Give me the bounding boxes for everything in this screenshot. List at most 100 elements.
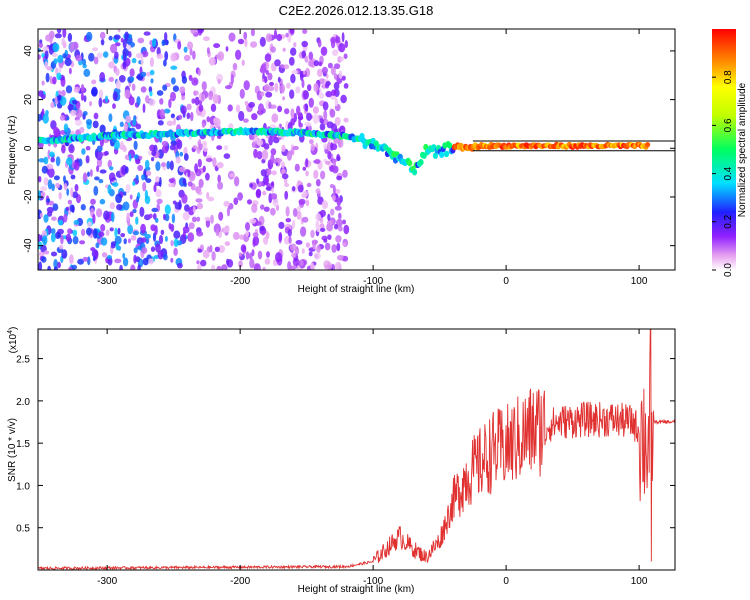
spectrogram-speckle xyxy=(266,251,270,258)
spectrogram-speckle xyxy=(38,190,41,201)
spectrogram-speckle xyxy=(336,155,341,162)
snr-multiplier-base: (x10 xyxy=(8,333,19,353)
spectrogram-speckle xyxy=(137,164,144,172)
spectrogram-speckle xyxy=(197,248,203,253)
spectrogram-speckle xyxy=(110,43,118,54)
spectrogram-speckle xyxy=(264,75,268,84)
spectrogram-speckle xyxy=(41,165,48,174)
spectrogram-speckle xyxy=(195,186,202,194)
spectrogram-speckle xyxy=(197,158,202,168)
spectrogram-speckle xyxy=(83,68,91,77)
spectrogram-speckle xyxy=(124,31,129,41)
spectrogram-speckle xyxy=(338,212,342,220)
spectrogram-speckle xyxy=(326,121,334,129)
spectrogram-speckle xyxy=(90,198,96,205)
spectrogram-speckle xyxy=(179,86,186,94)
spectrogram-y-ticks: -40 -20 0 20 40 xyxy=(23,45,675,253)
spectrogram-speckle xyxy=(108,35,113,41)
spectrogram-speckle xyxy=(308,51,314,60)
spectrogram-speckle xyxy=(64,57,72,67)
spectrogram-speckle xyxy=(268,101,272,109)
spectrogram-speckle xyxy=(342,169,348,178)
spectrogram-speckle xyxy=(338,43,346,53)
spectrogram-speckle xyxy=(115,68,120,76)
spectrogram-speckle xyxy=(188,222,195,230)
spectrogram-speckle xyxy=(135,123,142,130)
spectrogram-speckle xyxy=(217,78,221,85)
spectrogram-speckle xyxy=(318,92,325,99)
spectrogram-speckle xyxy=(52,203,59,211)
spectrogram-speckle xyxy=(168,98,172,109)
spectrogram-speckle xyxy=(61,249,68,259)
spectrogram-speckle xyxy=(81,148,86,155)
spectrogram-speckle xyxy=(262,190,267,196)
spectrogram-speckle xyxy=(70,109,77,117)
spectrogram-speckle xyxy=(305,199,310,207)
spectrogram-speckle xyxy=(240,244,247,253)
spectrogram-speckle xyxy=(239,88,245,99)
spectrogram-speckle xyxy=(82,172,88,183)
spectrogram-speckle xyxy=(297,184,304,193)
spectrogram-speckle xyxy=(156,90,164,96)
spectrogram-speckle xyxy=(290,47,297,56)
spectrogram-speckle xyxy=(341,32,345,43)
spectrogram-speckle xyxy=(50,102,55,109)
spectrogram-speckle xyxy=(270,148,277,156)
spectrogram-speckle xyxy=(58,219,64,226)
spectrogram-speckle xyxy=(332,194,336,202)
spectrogram-speckle xyxy=(285,206,290,217)
spectrogram-speckle xyxy=(330,142,334,151)
y-tick-label: 0 xyxy=(23,145,34,151)
spectrogram-speckle xyxy=(170,113,175,119)
spectrogram-speckle xyxy=(322,101,329,111)
spectrogram-speckle xyxy=(153,184,157,193)
spectrogram-speckle xyxy=(126,44,132,51)
spectrogram-speckle xyxy=(252,232,259,238)
spectrogram-speckle xyxy=(289,89,295,99)
spectrogram-speckle xyxy=(100,237,108,246)
spectrogram-speckle xyxy=(125,115,132,123)
spectrogram-speckle xyxy=(235,49,242,60)
spectrogram-speckle xyxy=(96,52,103,59)
spectrogram-speckle xyxy=(271,170,277,176)
spectrogram-speckle xyxy=(103,51,109,58)
spectrogram-speckle xyxy=(45,72,50,83)
spectrogram-speckle xyxy=(170,65,178,70)
spectrogram-speckle xyxy=(77,258,84,265)
x-tick-label: -100 xyxy=(363,276,383,287)
spectrogram-speckle xyxy=(62,29,67,38)
x-tick-label: -300 xyxy=(97,276,117,287)
spectrogram-speckle xyxy=(54,96,58,105)
spectrogram-speckle xyxy=(183,46,188,53)
spectrogram-speckle xyxy=(307,84,312,92)
spectrogram-speckle xyxy=(181,76,187,84)
spectrogram-speckle xyxy=(130,264,136,270)
spectrogram-speckle xyxy=(43,177,49,186)
spectrogram-speckle xyxy=(336,254,344,261)
spectrogram-speckle xyxy=(333,73,338,80)
spectrogram-speckle xyxy=(109,202,115,210)
spectrogram-speckle xyxy=(40,191,46,198)
spectrogram-speckle xyxy=(186,112,191,120)
spectrogram-speckle xyxy=(150,246,156,252)
spectrogram-speckle xyxy=(169,160,174,171)
spectrogram-speckle xyxy=(243,118,249,123)
spectrogram-speckle xyxy=(58,244,64,250)
x-tick-label: 0 xyxy=(503,276,509,287)
spectrogram-speckle xyxy=(96,208,103,218)
spectrogram-speckle xyxy=(301,248,305,254)
spectrogram-speckle xyxy=(144,96,150,103)
spectrogram-speckle xyxy=(296,105,301,116)
spectrogram-speckle xyxy=(319,123,326,131)
spectrogram-ridge-cell xyxy=(645,142,651,148)
spectrogram-speckle xyxy=(335,36,341,44)
spectrogram-speckle xyxy=(131,83,136,91)
spectrogram-speckle xyxy=(38,42,43,48)
spectrogram-speckle xyxy=(53,259,58,269)
spectrogram-speckle xyxy=(115,241,119,251)
spectrogram-speckle xyxy=(183,54,191,62)
spectrogram-speckle xyxy=(343,53,348,59)
spectrogram-speckle xyxy=(212,94,220,104)
spectrogram-speckle xyxy=(58,192,62,200)
spectrogram-speckle xyxy=(151,150,157,157)
